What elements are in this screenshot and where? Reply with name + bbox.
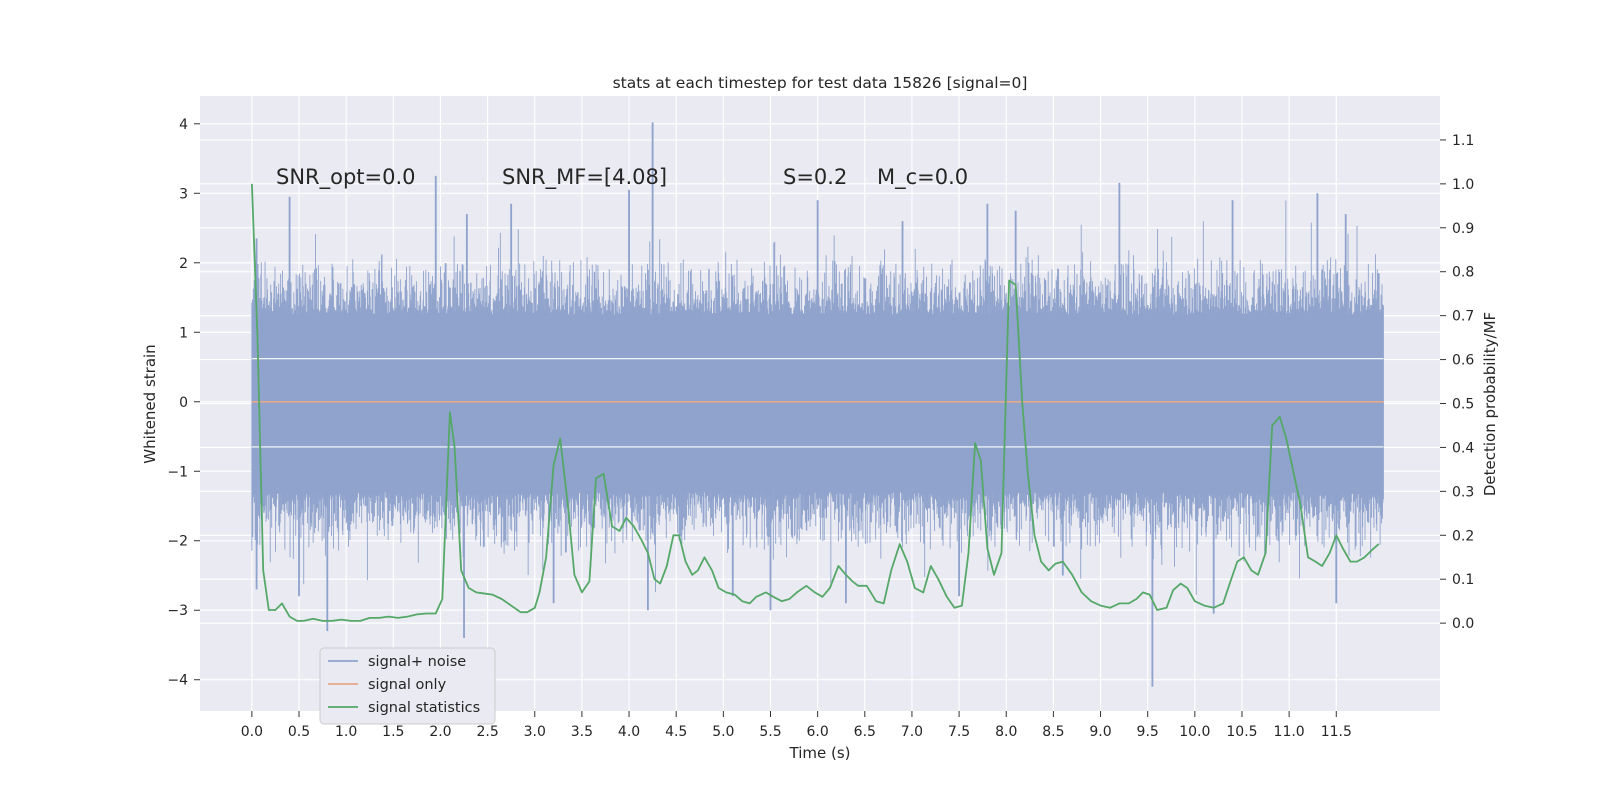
x-tick-label-6: 3.0 — [524, 724, 546, 740]
legend-label-signal-plus-noise: signal+ noise — [368, 654, 466, 670]
y-right-tick-label-0: 1.1 — [1452, 133, 1474, 149]
x-tick-label-3: 1.5 — [382, 724, 404, 740]
y-right-tick-label-2: 0.9 — [1452, 221, 1474, 237]
x-tick-label-11: 5.5 — [759, 724, 781, 740]
x-axis-ticks: 0.0 0.5 1.0 1.5 2.0 2.5 3.0 3.5 4.0 4.5 5.0 5.5 6.0 6… — [241, 711, 1352, 740]
x-tick-label-18: 9.0 — [1089, 724, 1111, 740]
x-tick-label-10: 5.0 — [712, 724, 734, 740]
legend-label-signal-only: signal only — [368, 677, 447, 693]
legend-label-signal-statistics: signal statistics — [368, 700, 480, 716]
y-right-tick-label-11: 0.0 — [1452, 616, 1474, 632]
y-left-axis-ticks: 4 3 2 1 0 −1 −2 −3 −4 — [167, 117, 200, 689]
y-right-axis-label: Detection probability/MF — [1481, 312, 1499, 496]
x-tick-label-19: 9.5 — [1137, 724, 1159, 740]
x-tick-label-15: 7.5 — [948, 724, 970, 740]
y-left-tick-label-4: 0 — [179, 395, 188, 411]
annotation-s: S=0.2 — [783, 165, 847, 189]
y-right-tick-label-1: 1.0 — [1452, 177, 1474, 193]
y-left-tick-label-1: 3 — [179, 186, 188, 202]
y-right-axis-ticks: 1.1 1.0 0.9 0.8 0.7 0.6 0.5 0.4 0.3 0.2 0.1 0.0 — [1440, 133, 1474, 632]
x-tick-label-5: 2.5 — [476, 724, 498, 740]
series-signal-plus-noise — [251, 122, 1384, 687]
signal-statistics-line — [251, 183, 1380, 622]
y-left-axis-label: Whitened strain — [141, 344, 159, 463]
y-left-tick-label-2: 2 — [179, 256, 188, 272]
y-left-tick-label-3: 1 — [179, 325, 188, 341]
x-tick-label-21: 10.5 — [1226, 724, 1257, 740]
x-tick-label-23: 11.5 — [1321, 724, 1352, 740]
x-tick-label-9: 4.5 — [665, 724, 687, 740]
x-tick-label-1: 0.5 — [288, 724, 310, 740]
noise-core-band — [251, 314, 1384, 493]
chart-title: stats at each timestep for test data 158… — [613, 74, 1028, 92]
y-right-tick-label-4: 0.7 — [1452, 309, 1474, 325]
x-tick-label-22: 11.0 — [1274, 724, 1305, 740]
x-tick-label-8: 4.0 — [618, 724, 640, 740]
x-tick-label-4: 2.0 — [429, 724, 451, 740]
y-left-tick-label-6: −2 — [167, 534, 188, 550]
x-axis-label: Time (s) — [789, 744, 851, 762]
legend: signal+ noise signal only signal statist… — [319, 647, 496, 725]
annotation-snr-mf: SNR_MF=[4.08] — [502, 165, 667, 190]
x-tick-label-7: 3.5 — [571, 724, 593, 740]
y-right-tick-label-10: 0.1 — [1452, 572, 1474, 588]
y-right-tick-label-5: 0.6 — [1452, 353, 1474, 369]
y-right-tick-label-3: 0.8 — [1452, 265, 1474, 281]
x-tick-label-20: 10.0 — [1179, 724, 1210, 740]
x-tick-label-2: 1.0 — [335, 724, 357, 740]
y-right-tick-label-8: 0.3 — [1452, 484, 1474, 500]
x-tick-label-13: 6.5 — [854, 724, 876, 740]
x-tick-label-17: 8.5 — [1042, 724, 1064, 740]
y-right-tick-label-6: 0.5 — [1452, 397, 1474, 413]
y-right-tick-label-7: 0.4 — [1452, 440, 1474, 456]
y-left-tick-label-0: 4 — [179, 117, 188, 133]
y-left-tick-label-5: −1 — [167, 464, 188, 480]
annotation-mc: M_c=0.0 — [877, 165, 968, 190]
x-tick-label-16: 8.0 — [995, 724, 1017, 740]
y-left-tick-label-8: −4 — [167, 673, 188, 689]
y-left-tick-label-7: −3 — [167, 603, 188, 619]
legend-box — [319, 647, 496, 725]
x-tick-label-12: 6.0 — [807, 724, 829, 740]
x-tick-label-14: 7.0 — [901, 724, 923, 740]
x-tick-label-0: 0.0 — [241, 724, 263, 740]
series-signal-statistics — [251, 183, 1380, 622]
annotation-snr-opt: SNR_opt=0.0 — [276, 165, 416, 190]
y-right-tick-label-9: 0.2 — [1452, 528, 1474, 544]
